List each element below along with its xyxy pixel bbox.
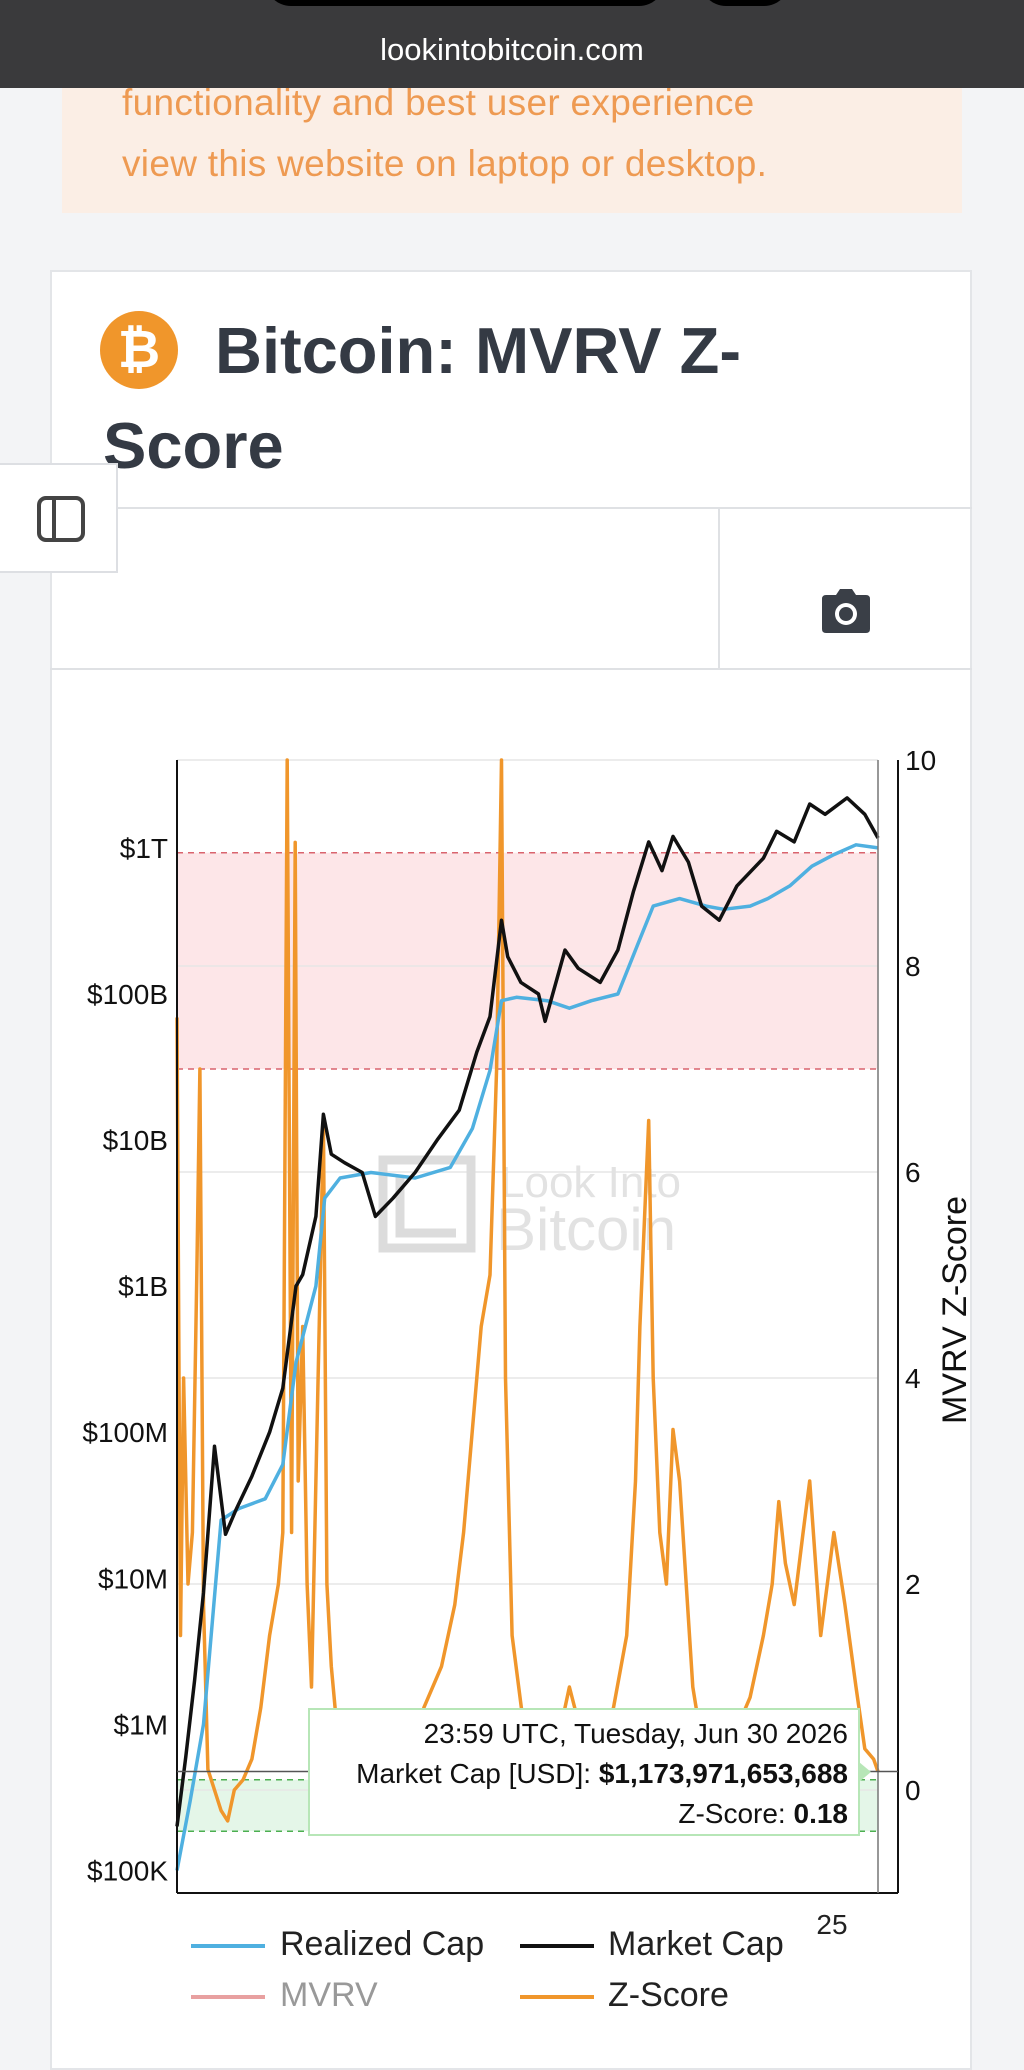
download-chart-button[interactable] xyxy=(820,589,872,640)
device-notch-right xyxy=(700,0,790,6)
divider xyxy=(50,668,972,670)
tooltip-market-cap: Market Cap [USD]: $1,173,971,653,688 xyxy=(356,1758,848,1790)
watermark: Look Into Bitcoin xyxy=(378,1155,681,1263)
y-left-tick-label: $1M xyxy=(114,1709,168,1740)
y-left-tick-label: $10M xyxy=(98,1563,168,1594)
legend-swatch-mvrv xyxy=(191,1995,265,1999)
hover-tooltip: 23:59 UTC, Tuesday, Jun 30 2026 Market C… xyxy=(308,1708,860,1836)
series-realized-cap xyxy=(175,843,879,1871)
tooltip-market-cap-label: Market Cap [USD]: xyxy=(356,1758,592,1789)
divider xyxy=(718,509,720,668)
banner-line-2: view this website on laptop or desktop. xyxy=(122,143,768,184)
sidebar-toggle-icon xyxy=(37,496,85,542)
y-left-tick-label: $10B xyxy=(103,1125,168,1156)
x-tick-label: 25 xyxy=(816,1909,847,1940)
legend-swatch-realized-cap xyxy=(191,1944,265,1948)
legend-swatch-z-score xyxy=(520,1995,594,1999)
right-axis-title: MVRV Z-Score xyxy=(936,1196,974,1424)
banner-line-1: functionality and best user experience xyxy=(122,82,755,123)
y-right-tick-label: 10 xyxy=(905,745,936,776)
legend-market-cap[interactable]: Market Cap xyxy=(608,1925,784,1963)
camera-icon xyxy=(822,589,870,633)
y-right-tick-label: 0 xyxy=(905,1775,921,1806)
divider xyxy=(50,507,972,509)
y-right-tick-label: 2 xyxy=(905,1569,921,1600)
page-title-line-2: Score xyxy=(103,409,284,482)
legend-swatch-market-cap xyxy=(520,1944,594,1948)
y-right-tick-label: 4 xyxy=(905,1363,921,1394)
y-right-tick-label: 6 xyxy=(905,1157,921,1188)
legend-mvrv[interactable]: MVRV xyxy=(280,1976,378,2014)
legend-realized-cap[interactable]: Realized Cap xyxy=(280,1925,485,1963)
y-right-tick-label: 8 xyxy=(905,951,921,982)
y-left-tick-label: $100M xyxy=(82,1417,168,1448)
tooltip-z-score-value: 0.18 xyxy=(793,1798,849,1829)
legend-z-score[interactable]: Z-Score xyxy=(608,1976,729,2014)
device-notch xyxy=(265,0,665,6)
url-text[interactable]: lookintobitcoin.com xyxy=(380,32,644,67)
sidebar-toggle-button[interactable] xyxy=(0,463,118,573)
band-0 xyxy=(177,852,878,1069)
tooltip-z-score: Z-Score: 0.18 xyxy=(678,1798,848,1830)
y-left-tick-label: $100K xyxy=(87,1855,168,1886)
y-left-tick-label: $1T xyxy=(120,833,168,864)
browser-bar: lookintobitcoin.com xyxy=(0,0,1024,88)
series-market-cap xyxy=(175,796,880,1827)
tooltip-pointer xyxy=(859,1762,871,1782)
mobile-warning-banner: functionality and best user experience v… xyxy=(62,82,962,213)
watermark-logo-icon xyxy=(378,1155,476,1253)
tooltip-timestamp: 23:59 UTC, Tuesday, Jun 30 2026 xyxy=(423,1718,848,1749)
bitcoin-logo-icon: ₿ xyxy=(100,311,178,389)
y-left-tick-label: $100B xyxy=(87,979,168,1010)
y-left-tick-label: $1B xyxy=(118,1271,168,1302)
tooltip-market-cap-value: $1,173,971,653,688 xyxy=(598,1758,848,1789)
page-title-line-1: Bitcoin: MVRV Z- xyxy=(215,314,741,387)
tooltip-z-score-label: Z-Score: xyxy=(678,1798,786,1829)
